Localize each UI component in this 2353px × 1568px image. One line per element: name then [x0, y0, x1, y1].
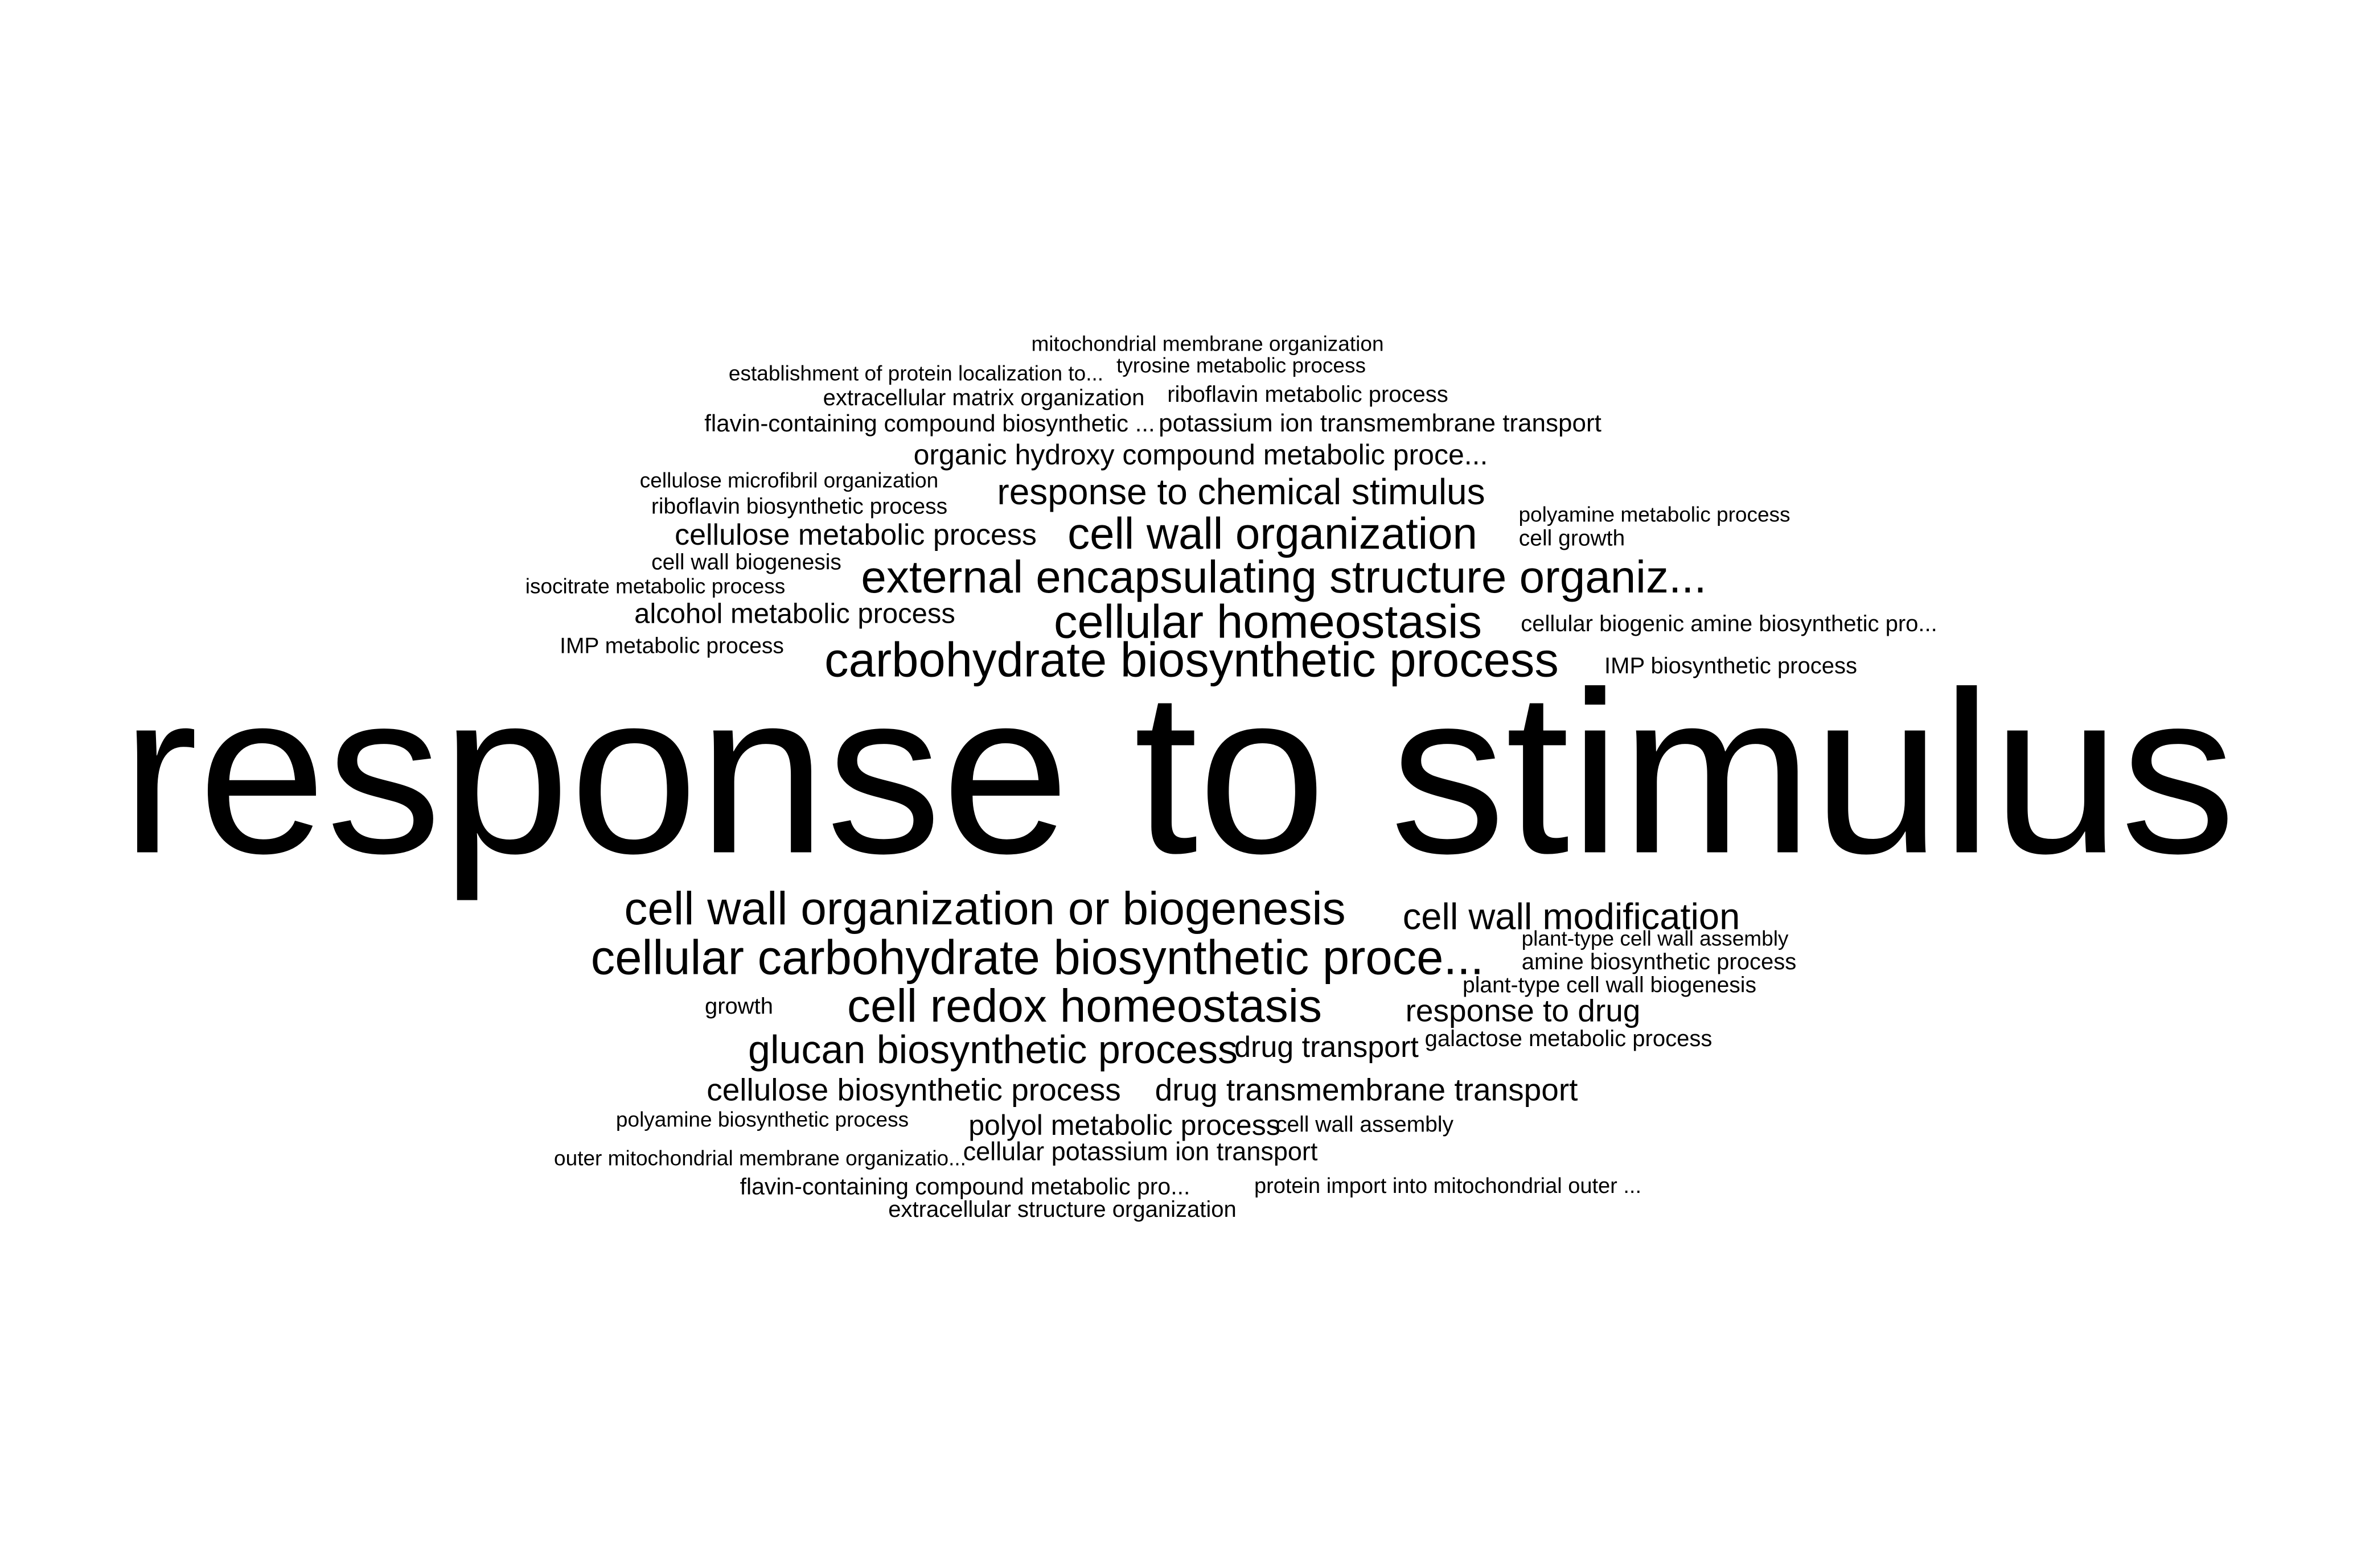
- cloud-term: mitochondrial membrane organization: [1031, 332, 1384, 356]
- cloud-term: galactose metabolic process: [1424, 1026, 1713, 1051]
- cloud-term: cell growth: [1518, 526, 1625, 551]
- cloud-term: polyamine biosynthetic process: [615, 1108, 909, 1131]
- cloud-term: amine biosynthetic process: [1521, 949, 1797, 974]
- cloud-term: riboflavin biosynthetic process: [651, 494, 948, 519]
- cloud-term: cellular carbohydrate biosynthetic proce…: [590, 931, 1484, 985]
- cloud-term: protein import into mitochondrial outer …: [1254, 1174, 1642, 1198]
- cloud-term: extracellular matrix organization: [823, 385, 1145, 410]
- cloud-term: cellular homeostasis: [1054, 595, 1482, 648]
- cloud-term: cell wall organization: [1067, 508, 1477, 558]
- cloud-term: cellular biogenic amine biosynthetic pro…: [1521, 611, 1937, 636]
- cloud-term: isocitrate metabolic process: [525, 574, 786, 598]
- cloud-term: alcohol metabolic process: [634, 598, 955, 629]
- cloud-term: tyrosine metabolic process: [1116, 353, 1366, 377]
- cloud-term: carbohydrate biosynthetic process: [824, 633, 1559, 688]
- cloud-term: drug transmembrane transport: [1155, 1072, 1578, 1108]
- cloud-term: organic hydroxy compound metabolic proce…: [913, 439, 1488, 471]
- cloud-term: response to drug: [1405, 993, 1641, 1028]
- cloud-term: outer mitochondrial membrane organizatio…: [554, 1146, 966, 1170]
- cloud-term: cell wall organization or biogenesis: [624, 883, 1346, 935]
- cloud-term: plant-type cell wall biogenesis: [1463, 973, 1756, 998]
- cloud-term: IMP metabolic process: [560, 633, 784, 659]
- cloud-term: cellulose biosynthetic process: [707, 1072, 1121, 1108]
- cloud-term: cellulose metabolic process: [675, 518, 1037, 552]
- cloud-term: glucan biosynthetic process: [748, 1027, 1238, 1072]
- cloud-term: plant-type cell wall assembly: [1521, 927, 1789, 950]
- cloud-term: flavin-containing compound biosynthetic …: [704, 410, 1155, 437]
- cloud-term: cell wall modification: [1402, 895, 1740, 937]
- cloud-term: potassium ion transmembrane transport: [1159, 409, 1601, 437]
- cloud-term: riboflavin metabolic process: [1167, 382, 1448, 407]
- cloud-term: cell redox homeostasis: [847, 980, 1323, 1032]
- cloud-term: establishment of protein localization to…: [728, 361, 1104, 385]
- cloud-term: growth: [704, 994, 774, 1019]
- cloud-term: extracellular structure organization: [888, 1197, 1237, 1222]
- cloud-term: response to stimulus: [121, 643, 2236, 902]
- cloud-term: IMP biosynthetic process: [1604, 653, 1857, 678]
- cloud-term: polyol metabolic process: [968, 1109, 1280, 1141]
- cloud-term: flavin-containing compound metabolic pro…: [740, 1173, 1190, 1200]
- cloud-term: cell wall biogenesis: [651, 550, 841, 575]
- cloud-term: response to chemical stimulus: [997, 471, 1485, 512]
- cloud-term: cellular potassium ion transport: [963, 1137, 1318, 1166]
- cloud-term: drug transport: [1234, 1031, 1419, 1064]
- cloud-term: cellulose microfibril organization: [639, 468, 939, 492]
- cloud-term: external encapsulating structure organiz…: [861, 552, 1707, 602]
- cloud-term: polyamine metabolic process: [1518, 503, 1791, 526]
- cloud-term: cell wall assembly: [1275, 1112, 1454, 1137]
